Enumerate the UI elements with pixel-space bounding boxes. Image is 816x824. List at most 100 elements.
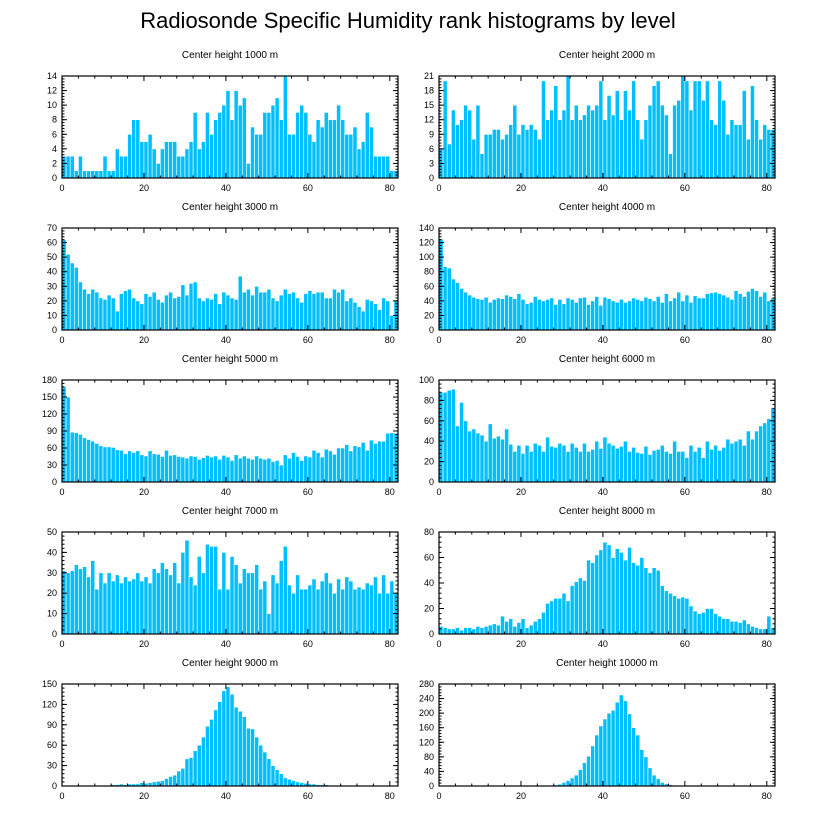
histogram-bar <box>172 774 178 787</box>
histogram-bar <box>164 294 169 331</box>
histogram-bar <box>655 569 661 635</box>
histogram-panel: Center height 10000 m 0 20 40 60 80 0 40 80 120 16… <box>419 658 776 801</box>
histogram-bar <box>106 170 112 179</box>
histogram-bar <box>274 300 280 331</box>
x-tick-label: 60 <box>303 639 313 649</box>
y-tick-label: 40 <box>424 296 434 306</box>
histogram-bar <box>754 290 759 331</box>
y-tick-label: 0 <box>429 629 434 639</box>
panel-title: Center height 4000 m <box>559 202 655 213</box>
histogram-bar <box>631 727 636 787</box>
histogram-bar <box>565 600 571 635</box>
y-tick-label: 14 <box>47 71 57 81</box>
histogram-bar <box>270 574 276 635</box>
histogram-bar <box>508 443 514 483</box>
y-tick-label: 20 <box>47 588 57 598</box>
histogram-bar <box>557 442 563 483</box>
histogram-bar <box>598 549 604 635</box>
histogram-bar <box>508 124 514 179</box>
histogram-bar <box>65 155 71 179</box>
x-tick-label: 60 <box>303 487 313 497</box>
y-tick-label: 0 <box>52 325 57 335</box>
histogram-bar <box>717 293 723 331</box>
histogram-bar <box>233 299 239 331</box>
histogram-bar <box>455 425 460 483</box>
histogram-bar <box>303 112 309 179</box>
histogram-bar <box>172 297 178 331</box>
histogram-bar <box>82 566 87 635</box>
histogram-bar <box>676 451 682 483</box>
histogram-bar <box>233 706 239 787</box>
histogram-bar <box>713 444 718 483</box>
histogram-bar <box>336 447 341 483</box>
histogram-bar <box>746 291 751 331</box>
histogram-bar <box>463 627 468 635</box>
histogram-bar <box>770 297 776 331</box>
histogram-bar <box>147 133 153 179</box>
histogram-bar <box>221 104 227 179</box>
histogram-bar <box>307 133 313 179</box>
plot-frame <box>438 227 776 331</box>
histogram-bar <box>520 618 526 635</box>
histogram-bar <box>258 588 264 635</box>
y-tick-label: 18 <box>424 86 434 96</box>
histogram-bar <box>258 744 264 787</box>
histogram-bar <box>700 612 706 635</box>
histogram-bar <box>299 460 305 483</box>
x-tick-label: 0 <box>436 335 441 345</box>
histogram-bar <box>586 451 591 483</box>
y-tick-label: 40 <box>424 578 434 588</box>
histogram-bar <box>450 278 456 331</box>
y-tick-label: 9 <box>429 129 434 139</box>
histogram-bar <box>655 449 661 483</box>
histogram-bar <box>131 452 137 483</box>
histogram-bar <box>532 620 538 635</box>
histogram-bar <box>766 418 772 483</box>
y-tick-label: 120 <box>419 737 434 747</box>
histogram-bar <box>123 453 128 483</box>
histogram-bar <box>578 451 583 483</box>
histogram-bar <box>582 296 587 331</box>
histogram-bar <box>688 302 694 331</box>
histogram-bar <box>127 288 132 331</box>
histogram-bar <box>610 114 616 179</box>
histogram-bar <box>373 576 378 635</box>
histogram-bar <box>155 453 161 483</box>
histogram-bar <box>381 297 387 331</box>
histogram-bar <box>282 75 288 179</box>
histogram-bar <box>455 124 460 179</box>
histogram-bar <box>532 442 538 483</box>
x-tick-label: 0 <box>59 487 64 497</box>
histogram-bar <box>483 133 489 179</box>
histogram-bar <box>549 297 555 331</box>
histogram-bar <box>733 620 739 635</box>
histogram-bar <box>311 578 317 635</box>
histogram-bar <box>491 299 497 331</box>
plot-frame <box>61 227 399 331</box>
histogram-bar <box>258 291 264 331</box>
histogram-bar <box>389 170 395 179</box>
x-tick-label: 0 <box>59 639 64 649</box>
histogram-bar <box>246 727 251 787</box>
histogram-bar <box>266 457 272 483</box>
histogram-bar <box>65 253 71 331</box>
histogram-bar <box>590 449 596 483</box>
histogram-bar <box>606 442 612 483</box>
histogram-bar <box>274 460 280 483</box>
y-tick-label: 180 <box>42 375 57 385</box>
histogram-bar <box>614 448 620 483</box>
histogram-bar <box>127 450 132 483</box>
histogram-bar <box>381 574 387 635</box>
histogram-bar <box>377 440 382 483</box>
histogram-bar <box>266 288 272 331</box>
histogram-bar <box>606 544 612 635</box>
histogram-bar <box>143 293 149 331</box>
histogram-bar <box>537 618 542 635</box>
histogram-bar <box>389 580 395 635</box>
histogram-bar <box>176 456 182 483</box>
histogram-bar <box>94 170 100 179</box>
histogram-bar <box>549 600 555 635</box>
y-tick-label: 240 <box>419 694 434 704</box>
histogram-bar <box>209 299 214 331</box>
histogram-bar <box>602 718 608 787</box>
